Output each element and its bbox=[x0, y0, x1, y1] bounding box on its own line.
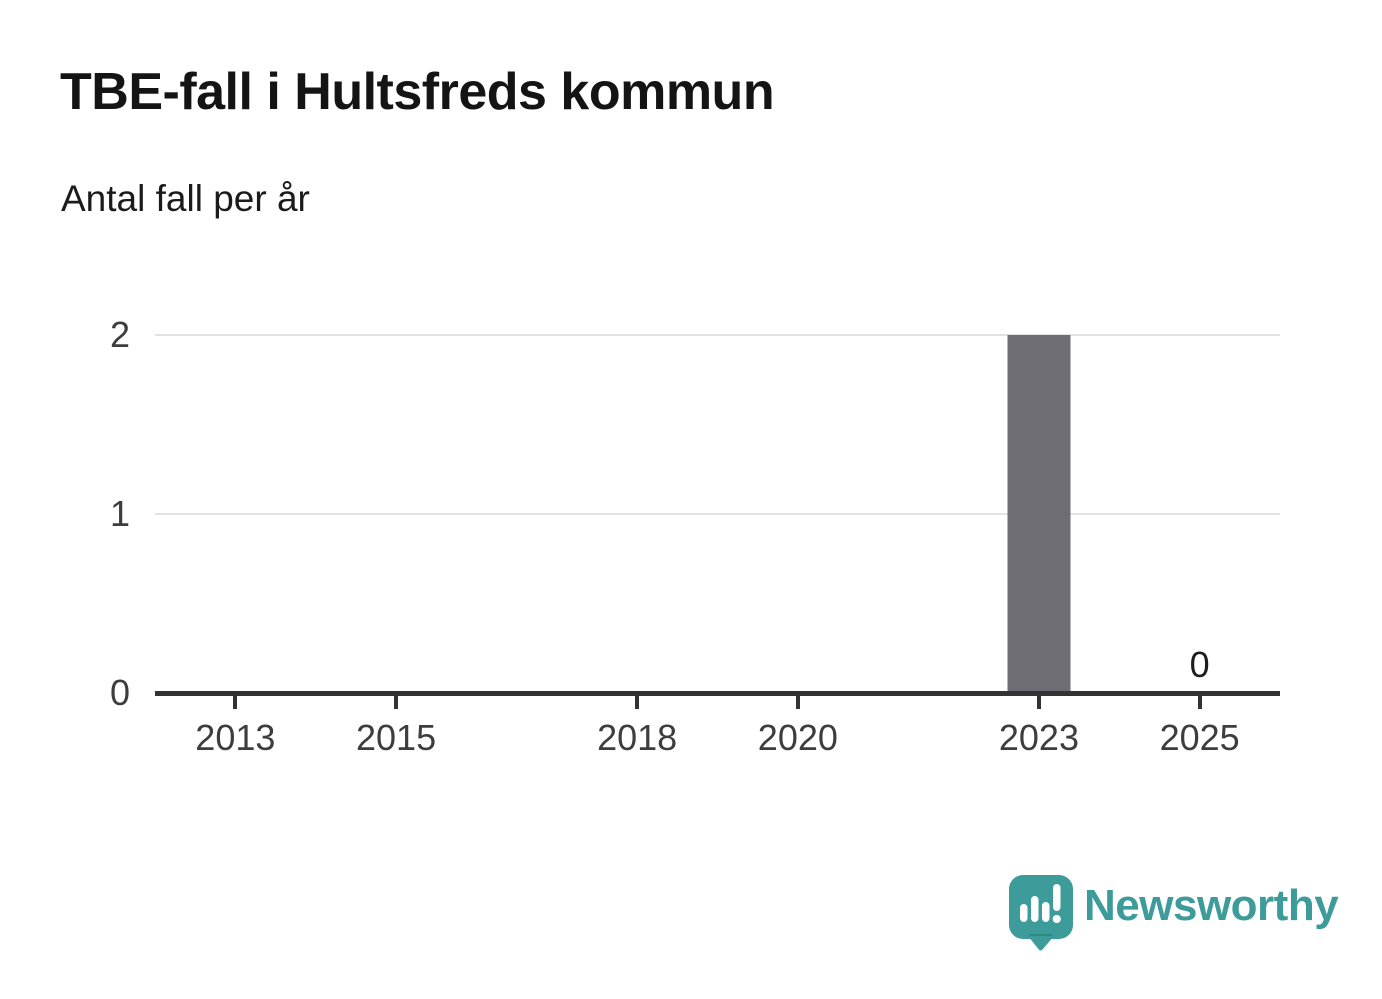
x-tick-label-2020: 2020 bbox=[757, 717, 838, 758]
value-label-2025: 0 bbox=[1189, 644, 1210, 685]
newsworthy-logo-text: Newsworthy bbox=[1084, 881, 1339, 930]
newsworthy-logo: Newsworthy bbox=[1008, 874, 1339, 952]
x-axis-ticks bbox=[155, 696, 1280, 710]
y-tick-label-0: 0 bbox=[109, 672, 130, 713]
gridline-y-1 bbox=[155, 513, 1280, 515]
x-tick-2023 bbox=[1036, 696, 1041, 709]
y-tick-label-2: 2 bbox=[109, 314, 130, 355]
x-axis-line bbox=[155, 691, 1280, 696]
x-tick-label-2013: 2013 bbox=[195, 717, 276, 758]
x-tick-label-2018: 2018 bbox=[597, 717, 678, 758]
x-tick-label-2015: 2015 bbox=[356, 717, 437, 758]
x-tick-label-2023: 2023 bbox=[998, 717, 1079, 758]
x-tick-label-2025: 2025 bbox=[1159, 717, 1240, 758]
y-axis-labels: 0 1 2 bbox=[50, 317, 130, 711]
x-tick-2015 bbox=[394, 696, 399, 709]
plot-area: 0 bbox=[155, 334, 1280, 693]
chart-subtitle: Antal fall per år bbox=[61, 178, 310, 219]
gridline-y-2 bbox=[155, 334, 1280, 336]
y-tick-label-1: 1 bbox=[109, 493, 130, 534]
x-tick-2018 bbox=[635, 696, 640, 709]
x-tick-2013 bbox=[233, 696, 238, 709]
newsworthy-logo-icon bbox=[1009, 875, 1073, 951]
x-tick-2025 bbox=[1197, 696, 1202, 709]
chart-title: TBE-fall i Hultsfreds kommun bbox=[60, 63, 775, 121]
x-axis-labels: 2013 2015 2018 2020 2023 2025 bbox=[155, 716, 1280, 764]
x-tick-2020 bbox=[795, 696, 800, 709]
bar-2023 bbox=[1007, 335, 1071, 693]
